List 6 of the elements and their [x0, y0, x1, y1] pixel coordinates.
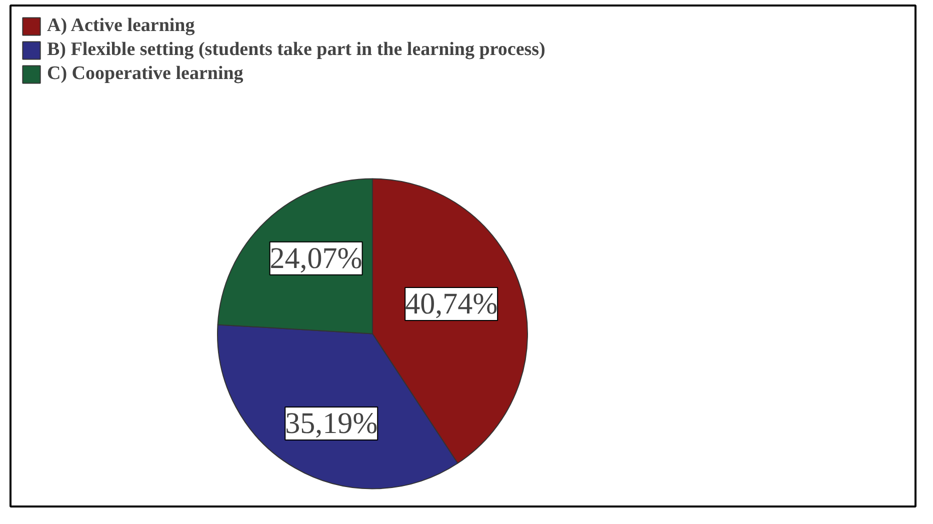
data-label: 35,19%: [285, 407, 378, 440]
legend-label: A) Active learning: [47, 15, 195, 37]
legend-label: C) Cooperative learning: [47, 63, 244, 85]
data-label: 24,07%: [270, 242, 362, 275]
data-label: 40,74%: [405, 288, 498, 321]
legend-label: B) Flexible setting (students take part in the learning process): [47, 39, 546, 61]
